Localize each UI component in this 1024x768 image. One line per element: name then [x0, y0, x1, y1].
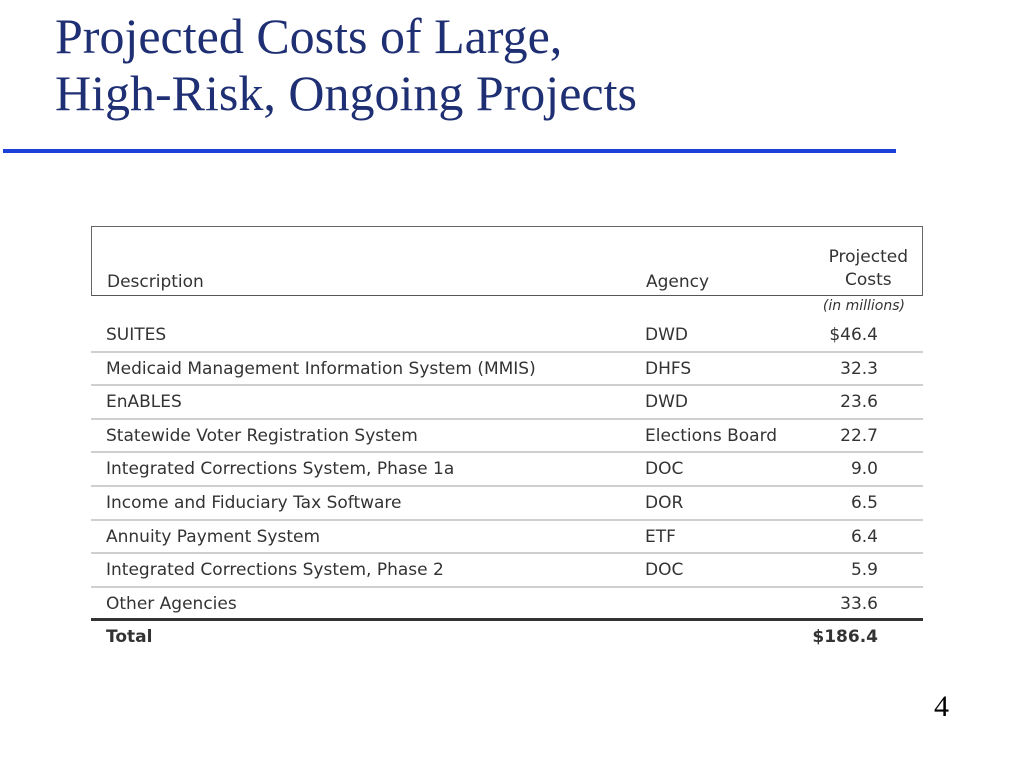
- total-row: Total $186.4: [91, 621, 923, 655]
- header-costs-line-1: Projected: [828, 247, 908, 267]
- row-cost: 5.9: [850, 560, 878, 581]
- total-cost: $186.4: [812, 627, 878, 648]
- row-description: Integrated Corrections System, Phase 1a: [106, 459, 455, 480]
- row-cost: 32.3: [840, 358, 878, 379]
- row-cost: 6.5: [850, 492, 878, 513]
- row-agency: DOC: [645, 560, 684, 581]
- table-row: Statewide Voter Registration System Elec…: [91, 420, 923, 454]
- row-cost: 6.4: [850, 526, 878, 547]
- table-row: EnABLES DWD 23.6: [91, 386, 923, 420]
- row-description: Statewide Voter Registration System: [106, 425, 418, 446]
- row-agency: DWD: [645, 392, 688, 413]
- table-row: Income and Fiduciary Tax Software DOR 6.…: [91, 487, 923, 521]
- row-description: Annuity Payment System: [106, 526, 321, 547]
- units-label: (in millions): [822, 298, 905, 314]
- slide-title: Projected Costs of Large, High-Risk, Ong…: [55, 8, 895, 122]
- title-line-1: Projected Costs of Large,: [55, 8, 563, 64]
- projects-cost-table: Description Agency Projected Costs (in m…: [91, 226, 923, 655]
- row-cost: 9.0: [850, 459, 878, 480]
- header-description: Description: [107, 272, 204, 292]
- row-description: EnABLES: [106, 392, 182, 413]
- table-header: Description Agency Projected Costs: [91, 226, 923, 296]
- header-costs-line-2: Costs: [844, 270, 892, 290]
- row-cost: 23.6: [840, 392, 878, 413]
- row-agency: DWD: [645, 325, 688, 345]
- row-description: SUITES: [106, 325, 167, 345]
- table-row: Other Agencies 33.6: [91, 588, 923, 622]
- row-cost: $46.4: [829, 325, 878, 345]
- title-line-2: High-Risk, Ongoing Projects: [55, 65, 637, 121]
- row-description: Other Agencies: [106, 593, 237, 614]
- table-row: Integrated Corrections System, Phase 1a …: [91, 453, 923, 487]
- row-description: Medicaid Management Information System (…: [106, 358, 536, 379]
- row-agency: DHFS: [645, 358, 692, 379]
- table-row: SUITES DWD $46.4: [91, 319, 923, 353]
- row-agency: Elections Board: [645, 425, 778, 446]
- total-label: Total: [106, 627, 153, 648]
- table-row: Integrated Corrections System, Phase 2 D…: [91, 554, 923, 588]
- row-agency: ETF: [645, 526, 676, 547]
- row-cost: 22.7: [840, 425, 878, 446]
- row-cost: 33.6: [840, 593, 878, 614]
- table-row: Medicaid Management Information System (…: [91, 353, 923, 387]
- row-agency: DOC: [645, 459, 684, 480]
- header-agency: Agency: [646, 272, 710, 292]
- row-description: Integrated Corrections System, Phase 2: [106, 560, 444, 581]
- page-number: 4: [934, 690, 949, 723]
- header-projected-costs: Projected Costs: [829, 246, 908, 292]
- title-underline: [3, 149, 896, 153]
- row-description: Income and Fiduciary Tax Software: [106, 492, 402, 513]
- row-agency: DOR: [645, 492, 684, 513]
- units-row: (in millions): [91, 296, 923, 319]
- table-row: Annuity Payment System ETF 6.4: [91, 521, 923, 555]
